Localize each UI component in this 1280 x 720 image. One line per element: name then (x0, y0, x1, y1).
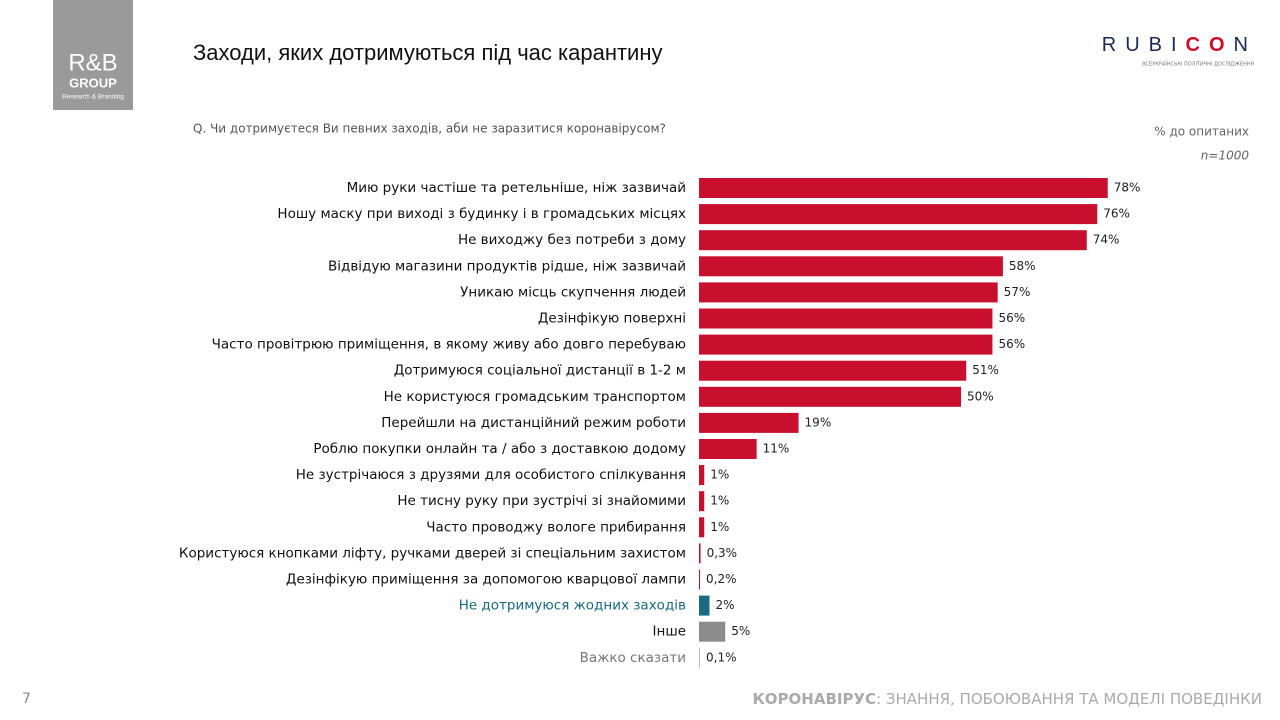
bar (699, 569, 701, 590)
footer-rest: : ЗНАННЯ, ПОБОЮВАННЯ ТА МОДЕЛІ ПОВЕДІНКИ (876, 690, 1262, 708)
category-label: Часто провітрюю приміщення, в якому живу… (212, 337, 686, 353)
value-label: 1% (710, 520, 729, 534)
category-label: Не зустрічаюся з друзями для особистого … (296, 467, 686, 483)
value-label: 56% (998, 311, 1025, 325)
category-label: Користуюся кнопками ліфту, ручками двере… (179, 545, 686, 561)
bar (699, 412, 799, 433)
units-note: % до опитаних (1154, 125, 1249, 139)
logo-sub: Research & Branding (62, 94, 124, 101)
value-label: 19% (805, 415, 832, 429)
value-label: 58% (1009, 259, 1036, 273)
bar (699, 178, 1108, 198)
bar (699, 517, 705, 538)
category-label: Дезінфікую приміщення за допомогою кварц… (286, 572, 686, 588)
value-label: 0,1% (706, 650, 737, 664)
value-label: 2% (715, 598, 734, 612)
value-label: 51% (972, 363, 999, 377)
value-label: 0,3% (707, 546, 738, 560)
bar (699, 465, 705, 486)
bar (699, 308, 993, 329)
title: Заходи, яких дотримуються під час карант… (193, 40, 663, 65)
brand-c: N (1234, 34, 1257, 56)
bar (699, 595, 710, 616)
category-label: Не тисну руку при зустрічі зі знайомими (397, 493, 686, 509)
value-label: 56% (998, 337, 1025, 351)
category-label: Перейшли на дистанційний режим роботи (381, 415, 686, 431)
category-label: Часто проводжу вологе прибирання (426, 519, 686, 535)
category-label: Не користуюся громадським транспортом (384, 389, 686, 405)
logo-group: GROUP (69, 75, 117, 90)
value-label: 1% (710, 468, 729, 482)
bar (699, 256, 1003, 277)
value-label: 78% (1114, 181, 1141, 195)
bar (699, 647, 700, 668)
brand-sub: ВСЕУКРАЇНСЬКІ ПОЛІТИЧНІ ДОСЛІДЖЕННЯ (1142, 61, 1254, 68)
bar-chart: Мию руки частіше та ретельніше, ніж зазв… (179, 178, 1141, 668)
category-label: Дотримуюся соціальної дистанції в 1-2 м (394, 363, 686, 379)
category-label: Дезінфікую поверхні (538, 311, 686, 327)
category-label: Роблю покупки онлайн та / або з доставко… (313, 441, 686, 457)
category-label: Мию руки частіше та ретельніше, ніж зазв… (347, 180, 686, 196)
bar (699, 543, 701, 564)
bar (699, 230, 1087, 251)
bar (699, 204, 1098, 225)
footer-bold: КОРОНАВІРУС (753, 690, 877, 708)
bar (699, 491, 705, 512)
subtitle: Q. Чи дотримуєтеся Ви певних заходів, аб… (193, 122, 666, 136)
bar (699, 360, 967, 381)
value-label: 57% (1004, 285, 1031, 299)
logo-main: R&B (68, 49, 117, 76)
value-label: 76% (1103, 207, 1130, 221)
page-number: 7 (22, 691, 31, 707)
bar (699, 282, 998, 303)
value-label: 0,2% (706, 572, 737, 586)
logo-box (53, 0, 133, 110)
value-label: 74% (1093, 233, 1120, 247)
bar (699, 439, 757, 459)
brand-a: RUBI (1102, 34, 1186, 56)
footer-topic: КОРОНАВІРУС: ЗНАННЯ, ПОБОЮВАННЯ ТА МОДЕЛ… (753, 690, 1262, 708)
bar (699, 386, 961, 407)
category-label: Не дотримуюся жодних заходів (459, 598, 686, 614)
bar (699, 621, 726, 642)
value-label: 50% (967, 389, 994, 403)
category-label: Ношу маску при виході з будинку і в гром… (277, 206, 686, 222)
category-label: Інше (653, 624, 686, 640)
category-label: Уникаю місць скупчення людей (460, 284, 686, 300)
n-note: n=1000 (1201, 149, 1250, 163)
brand: RUBICON (1102, 34, 1257, 56)
bar (699, 334, 993, 355)
brand-b: CO (1186, 34, 1234, 56)
category-label: Не виходжу без потреби з дому (458, 232, 686, 248)
category-label: Відвідую магазини продуктів рідше, ніж з… (328, 258, 686, 274)
value-label: 5% (731, 624, 750, 638)
value-label: 1% (710, 494, 729, 508)
category-label: Важко сказати (580, 650, 686, 666)
value-label: 11% (763, 442, 790, 456)
